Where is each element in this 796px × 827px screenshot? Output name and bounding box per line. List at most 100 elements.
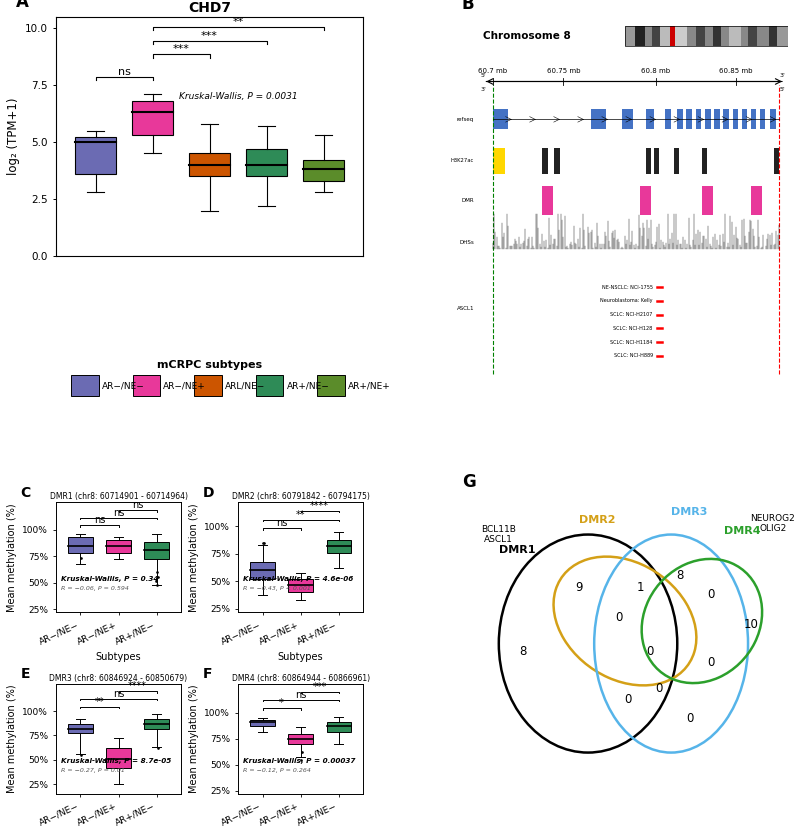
- FancyBboxPatch shape: [704, 26, 712, 46]
- Title: DMR2 (chr8: 60791842 - 60794175): DMR2 (chr8: 60791842 - 60794175): [232, 492, 369, 501]
- Text: SCLC: NCI-H1184: SCLC: NCI-H1184: [611, 340, 653, 345]
- Text: AR+/NE+: AR+/NE+: [348, 381, 391, 390]
- Text: SCLC: NCI-H128: SCLC: NCI-H128: [614, 326, 653, 331]
- FancyBboxPatch shape: [194, 375, 222, 396]
- FancyBboxPatch shape: [775, 148, 778, 174]
- FancyBboxPatch shape: [288, 734, 313, 744]
- Text: AR−/NE+: AR−/NE+: [163, 381, 206, 390]
- FancyBboxPatch shape: [144, 543, 169, 559]
- Y-axis label: log₂ (TPM+1): log₂ (TPM+1): [6, 98, 20, 175]
- Text: **: **: [232, 17, 244, 26]
- Text: 0: 0: [708, 656, 715, 669]
- Text: Kruskal-Wallis, P = 0.00037: Kruskal-Wallis, P = 0.00037: [243, 758, 355, 764]
- Text: mCRPC subtypes: mCRPC subtypes: [157, 361, 262, 370]
- Text: **: **: [95, 697, 104, 707]
- FancyBboxPatch shape: [712, 26, 721, 46]
- Text: *: *: [279, 699, 284, 709]
- Text: H3K27ac: H3K27ac: [451, 159, 474, 164]
- FancyBboxPatch shape: [133, 375, 160, 396]
- Text: Chromosome 8: Chromosome 8: [483, 31, 572, 41]
- FancyBboxPatch shape: [760, 109, 765, 130]
- FancyBboxPatch shape: [68, 724, 92, 733]
- FancyBboxPatch shape: [318, 375, 345, 396]
- FancyBboxPatch shape: [107, 540, 131, 553]
- FancyBboxPatch shape: [542, 186, 552, 215]
- FancyBboxPatch shape: [326, 722, 351, 732]
- Text: 3': 3': [779, 74, 785, 79]
- FancyBboxPatch shape: [256, 375, 283, 396]
- Text: NE-NSCLC: NCI-1755: NE-NSCLC: NCI-1755: [602, 284, 653, 289]
- Text: DMR3: DMR3: [671, 507, 708, 517]
- Text: SCLC: NCI-H2107: SCLC: NCI-H2107: [611, 312, 653, 317]
- Text: ***: ***: [313, 682, 327, 692]
- Title: DMR1 (chr8: 60714901 - 60714964): DMR1 (chr8: 60714901 - 60714964): [49, 492, 188, 501]
- X-axis label: Subtypes: Subtypes: [278, 652, 323, 662]
- Text: **: **: [296, 509, 306, 519]
- FancyBboxPatch shape: [132, 101, 173, 135]
- FancyBboxPatch shape: [769, 26, 777, 46]
- Text: B: B: [462, 0, 474, 13]
- FancyBboxPatch shape: [696, 109, 701, 130]
- FancyBboxPatch shape: [646, 26, 652, 46]
- Text: DMR2: DMR2: [579, 514, 615, 524]
- Text: E: E: [21, 667, 30, 681]
- Text: AR−/NE−: AR−/NE−: [102, 381, 145, 390]
- FancyBboxPatch shape: [622, 109, 633, 130]
- FancyBboxPatch shape: [640, 186, 651, 215]
- Y-axis label: Mean methylation (%): Mean methylation (%): [189, 503, 199, 612]
- FancyBboxPatch shape: [751, 109, 755, 130]
- FancyBboxPatch shape: [303, 160, 344, 181]
- Text: ASCL1: ASCL1: [457, 306, 474, 311]
- Text: DMR4: DMR4: [724, 526, 760, 536]
- FancyBboxPatch shape: [686, 109, 692, 130]
- Y-axis label: Mean methylation (%): Mean methylation (%): [6, 503, 17, 612]
- FancyBboxPatch shape: [702, 186, 712, 215]
- Text: R = −0.27, P = 0.01: R = −0.27, P = 0.01: [60, 768, 125, 773]
- Text: ****: ****: [128, 681, 147, 691]
- Text: 8: 8: [677, 570, 684, 582]
- Text: 0: 0: [646, 644, 654, 657]
- FancyBboxPatch shape: [770, 109, 776, 130]
- Text: 60.8 mb: 60.8 mb: [641, 68, 670, 74]
- Text: Kruskal-Wallis, P = 0.34: Kruskal-Wallis, P = 0.34: [60, 576, 158, 582]
- FancyBboxPatch shape: [732, 109, 738, 130]
- FancyBboxPatch shape: [687, 26, 696, 46]
- FancyBboxPatch shape: [542, 148, 548, 174]
- FancyBboxPatch shape: [748, 26, 757, 46]
- FancyBboxPatch shape: [288, 579, 313, 592]
- Text: refseq: refseq: [457, 117, 474, 122]
- Text: ARL/NE−: ARL/NE−: [225, 381, 265, 390]
- FancyBboxPatch shape: [646, 148, 651, 174]
- Text: 10: 10: [743, 619, 759, 631]
- Text: 9: 9: [575, 581, 583, 594]
- Text: 0: 0: [655, 682, 662, 696]
- FancyBboxPatch shape: [635, 26, 646, 46]
- FancyBboxPatch shape: [68, 538, 92, 553]
- X-axis label: Subtypes: Subtypes: [96, 652, 142, 662]
- FancyBboxPatch shape: [665, 109, 671, 130]
- FancyBboxPatch shape: [251, 562, 275, 579]
- Text: ****: ****: [310, 501, 330, 511]
- FancyBboxPatch shape: [675, 26, 687, 46]
- Text: NEUROG2
OLIG2: NEUROG2 OLIG2: [751, 514, 795, 533]
- Text: SCLC: NCI-H889: SCLC: NCI-H889: [614, 353, 653, 358]
- Text: ns: ns: [132, 500, 143, 510]
- Text: ns: ns: [94, 515, 105, 525]
- FancyBboxPatch shape: [646, 109, 654, 130]
- Y-axis label: Mean methylation (%): Mean methylation (%): [189, 685, 199, 793]
- FancyBboxPatch shape: [652, 26, 660, 46]
- Text: Kruskal-Wallis, P = 8.7e-05: Kruskal-Wallis, P = 8.7e-05: [60, 758, 171, 764]
- FancyBboxPatch shape: [107, 748, 131, 767]
- FancyBboxPatch shape: [625, 26, 635, 46]
- Text: DMR1: DMR1: [499, 544, 536, 555]
- Text: G: G: [462, 473, 476, 491]
- FancyBboxPatch shape: [669, 26, 675, 46]
- Text: 60.75 mb: 60.75 mb: [547, 68, 580, 74]
- FancyBboxPatch shape: [757, 26, 769, 46]
- Text: DHSs: DHSs: [459, 240, 474, 245]
- FancyBboxPatch shape: [721, 26, 729, 46]
- Text: Neuroblastoma: Kelly: Neuroblastoma: Kelly: [600, 299, 653, 304]
- FancyBboxPatch shape: [144, 719, 169, 729]
- Text: D: D: [203, 485, 214, 500]
- Text: ns: ns: [276, 519, 287, 528]
